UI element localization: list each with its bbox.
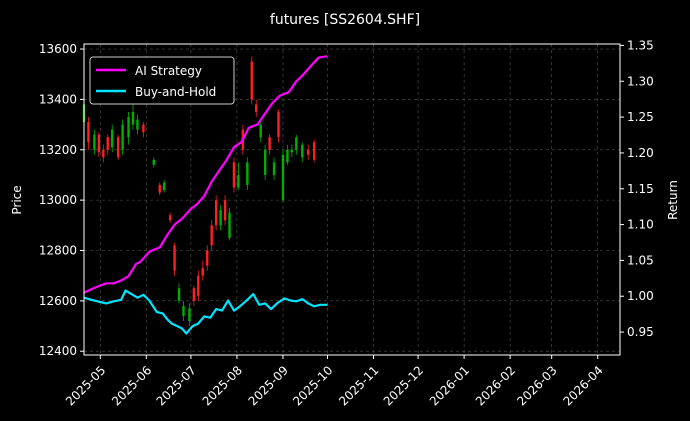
candle-body xyxy=(255,104,258,112)
y-axis-left: 12400 12600 12800 13000 13200 13400 13600 xyxy=(39,42,84,358)
series-line-buy-and-hold xyxy=(83,289,328,335)
candle-body xyxy=(93,134,96,150)
candle-body xyxy=(301,144,304,158)
legend-label-buy-and-hold: Buy-and-Hold xyxy=(135,85,216,99)
candle-body xyxy=(286,149,289,163)
candle-body xyxy=(232,162,236,188)
candle-body xyxy=(136,119,139,130)
candle-body xyxy=(246,162,249,186)
legend: AI Strategy Buy-and-Hold xyxy=(89,56,235,105)
candle-body xyxy=(214,200,218,226)
candle-body xyxy=(142,124,145,133)
candle-body xyxy=(106,137,109,150)
candle-body xyxy=(182,305,185,316)
candle-body xyxy=(268,137,271,150)
candle-body xyxy=(121,124,124,150)
y-right-tick-label: 1.15 xyxy=(627,182,654,196)
series-lines xyxy=(83,55,328,335)
candle-body xyxy=(277,111,280,138)
candle-body xyxy=(290,149,294,153)
chart-title: futures [SS2604.SHF] xyxy=(270,12,420,28)
candle-body xyxy=(188,308,191,322)
candle-body xyxy=(158,185,161,193)
candle-body xyxy=(168,215,172,221)
y-left-tick-label: 13000 xyxy=(39,193,77,207)
candle-body xyxy=(162,182,166,191)
candle-body xyxy=(116,137,120,158)
candle-body xyxy=(219,210,222,226)
y-right-tick-label: 1.05 xyxy=(627,253,654,267)
candle-body xyxy=(173,245,176,271)
y-left-tick-label: 13200 xyxy=(39,143,77,157)
candle-body xyxy=(152,159,155,165)
y-left-tick-label: 12600 xyxy=(39,294,77,308)
y-right-tick-label: 1.25 xyxy=(627,110,654,124)
y-axis-right: 0.95 1.00 1.05 1.10 1.15 1.20 1.25 1.30 1.35 xyxy=(620,38,654,339)
candle-body xyxy=(259,124,262,138)
candle-body xyxy=(263,149,267,175)
y-right-tick-label: 1.20 xyxy=(627,146,654,160)
candle-body xyxy=(131,111,135,125)
y-right-tick-label: 1.00 xyxy=(627,289,654,303)
y-right-tick-label: 1.35 xyxy=(627,38,654,52)
plot-frame xyxy=(83,43,621,356)
series-line-ai-strategy xyxy=(83,55,328,294)
candle-body xyxy=(295,137,298,150)
y-right-tick-label: 1.10 xyxy=(627,218,654,232)
candle-body xyxy=(102,149,105,158)
y-left-tick-label: 13400 xyxy=(39,92,77,106)
y-axis-left-label: Price xyxy=(10,185,24,214)
candle-body xyxy=(312,142,316,160)
candle-body xyxy=(272,162,276,175)
candle-body xyxy=(87,122,90,143)
candle-body xyxy=(228,212,231,238)
y-left-tick-label: 12800 xyxy=(39,243,77,257)
candle-body xyxy=(127,117,130,138)
candle-body xyxy=(306,149,310,155)
y-right-tick-label: 1.30 xyxy=(627,74,654,88)
candle-body xyxy=(197,275,200,296)
grid-lines xyxy=(84,44,620,355)
candle-body xyxy=(201,268,204,276)
y-left-tick-label: 13600 xyxy=(39,42,77,56)
y-right-tick-label: 0.95 xyxy=(627,325,654,339)
y-axis-right-label: Return xyxy=(666,180,680,220)
y-left-tick-label: 12400 xyxy=(39,344,77,358)
candle-body xyxy=(97,134,101,153)
legend-label-ai-strategy: AI Strategy xyxy=(135,64,202,78)
candle-body xyxy=(281,154,285,201)
candle-body xyxy=(177,288,181,301)
candle-body xyxy=(206,250,209,266)
candle-body xyxy=(210,225,213,246)
candle-body xyxy=(111,129,114,148)
candle-body xyxy=(237,174,240,188)
candle-body xyxy=(223,200,227,221)
candle-body xyxy=(250,61,253,100)
candle-body xyxy=(192,288,196,301)
